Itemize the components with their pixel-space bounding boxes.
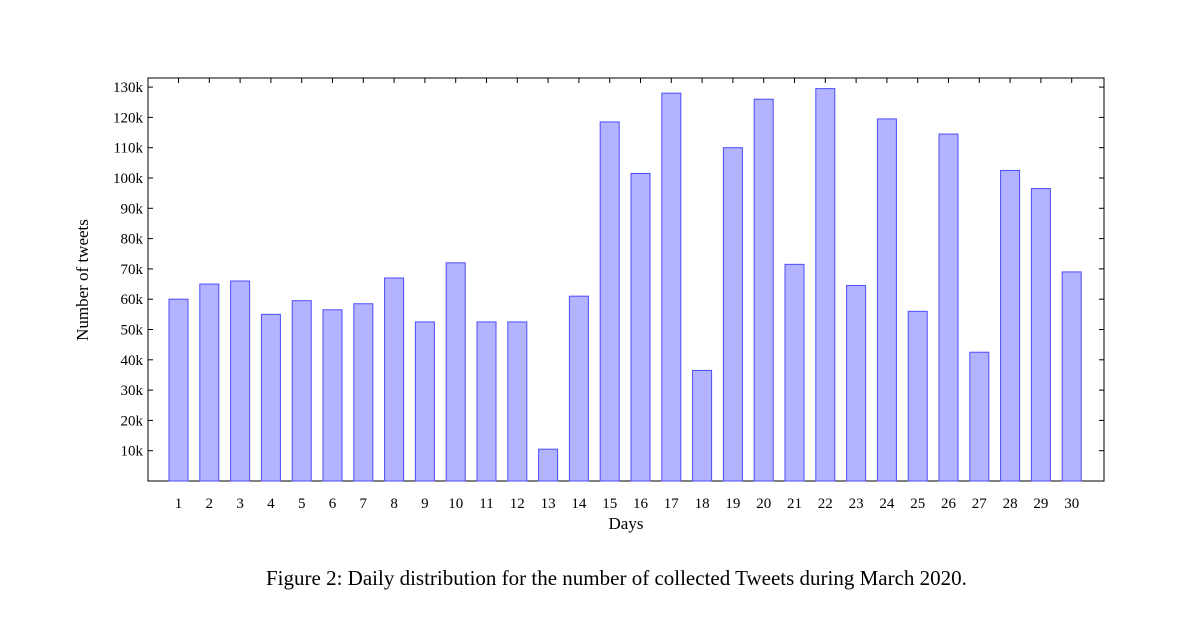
bar-day-1: [168, 298, 189, 482]
y-tick-label: 30k: [121, 383, 144, 399]
x-tick-label: 19: [725, 496, 740, 512]
y-tick-label: 40k: [121, 353, 144, 369]
x-tick-label: 24: [879, 496, 895, 512]
bar-day-7: [353, 303, 374, 482]
x-tick-label: 8: [390, 496, 398, 512]
x-tick-label: 4: [267, 496, 275, 512]
y-tick-label: 130k: [113, 80, 144, 96]
y-tick-label: 110k: [114, 141, 144, 157]
bar-day-11: [476, 321, 497, 482]
y-tick-label: 20k: [121, 413, 144, 429]
x-tick-label: 6: [329, 496, 337, 512]
plot-frame: [147, 77, 1105, 482]
bars: [168, 88, 1082, 482]
bar-day-6: [322, 309, 343, 482]
bar-day-2: [199, 283, 220, 482]
y-tick-label: 100k: [113, 171, 144, 187]
bar-day-18: [692, 369, 713, 482]
y-tick-label: 50k: [121, 322, 144, 338]
x-tick-label: 29: [1033, 496, 1048, 512]
bar-day-21: [784, 263, 805, 482]
x-tick-label: 30: [1064, 496, 1079, 512]
x-tick-label: 18: [695, 496, 710, 512]
x-tick-label: 17: [664, 496, 680, 512]
x-tick-label: 10: [448, 496, 463, 512]
bar-day-20: [753, 98, 774, 482]
x-axis: 1 2 3 4 5 6 7 8 9 10 11 12 13 14 15 16 17 18 19 20 21 22 23 24 2…: [175, 78, 1079, 512]
bar-day-14: [568, 295, 589, 482]
y-tick-label: 80k: [121, 232, 144, 248]
x-tick-label: 25: [910, 496, 925, 512]
x-tick-label: 13: [541, 496, 556, 512]
bar-day-25: [907, 310, 928, 482]
bar-day-28: [1000, 169, 1021, 482]
bar-day-5: [291, 300, 312, 482]
x-tick-label: 9: [421, 496, 429, 512]
bar-day-3: [230, 280, 251, 482]
y-tick-label: 90k: [121, 201, 144, 217]
x-tick-label: 22: [818, 496, 833, 512]
x-tick-label: 20: [756, 496, 771, 512]
bar-day-29: [1030, 188, 1051, 482]
bar-day-17: [661, 92, 682, 482]
bar-day-10: [445, 262, 466, 482]
x-tick-label: 15: [602, 496, 617, 512]
x-tick-label: 1: [175, 496, 183, 512]
x-tick-label: 16: [633, 496, 649, 512]
bar-day-24: [876, 118, 897, 482]
figure-caption: Figure 2: Daily distribution for the num…: [266, 566, 967, 590]
x-tick-label: 11: [479, 496, 493, 512]
x-tick-label: 28: [1003, 496, 1018, 512]
x-tick-label: 12: [510, 496, 525, 512]
x-tick-label: 27: [972, 496, 988, 512]
x-tick-label: 5: [298, 496, 306, 512]
x-axis-title: Days: [609, 514, 644, 533]
bar-day-19: [722, 147, 743, 482]
y-axis: 10k 20k 30k 40k 50k 60k 70k 80k 90k 100k 110k 120k 1…: [113, 80, 1104, 460]
bar-day-27: [969, 351, 990, 482]
y-tick-label: 70k: [121, 262, 144, 278]
y-tick-label: 120k: [113, 110, 144, 126]
bar-day-23: [846, 285, 867, 482]
bar-day-30: [1061, 271, 1082, 482]
x-tick-label: 21: [787, 496, 802, 512]
bar-day-12: [507, 321, 528, 482]
y-tick-label: 10k: [121, 444, 144, 460]
bar-day-13: [538, 448, 559, 482]
bar-chart: 10k 20k 30k 40k 50k 60k 70k 80k 90k 100k 110k 120k 1…: [73, 77, 1105, 533]
bar-day-8: [384, 277, 405, 482]
bar-day-16: [630, 172, 651, 482]
x-tick-label: 23: [849, 496, 864, 512]
x-tick-label: 2: [206, 496, 214, 512]
bar-day-15: [599, 121, 620, 482]
x-tick-label: 3: [236, 496, 244, 512]
bar-day-22: [815, 88, 836, 482]
y-axis-title: Number of tweets: [73, 219, 92, 341]
bar-day-26: [938, 133, 959, 482]
x-tick-label: 14: [571, 496, 587, 512]
y-tick-label: 60k: [121, 292, 144, 308]
x-tick-label: 26: [941, 496, 957, 512]
bar-day-9: [414, 321, 435, 482]
x-tick-label: 7: [360, 496, 368, 512]
bar-day-4: [260, 313, 281, 482]
